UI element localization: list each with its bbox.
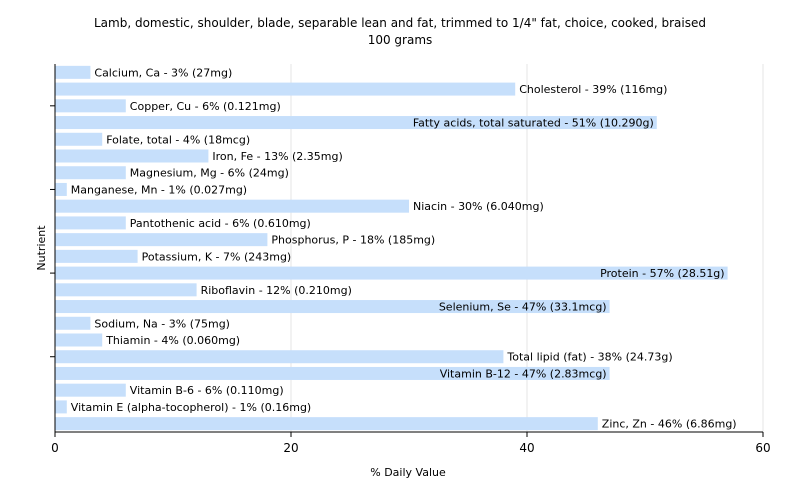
x-axis-title: % Daily Value xyxy=(370,466,446,479)
bar-16 xyxy=(55,333,103,347)
chart-subtitle: 100 grams xyxy=(368,33,433,47)
bar-1 xyxy=(55,82,516,96)
bar-label-21: Zinc, Zn - 46% (6.86mg) xyxy=(602,418,737,431)
x-tick-label-1: 20 xyxy=(283,441,298,455)
chart-title: Lamb, domestic, shoulder, blade, separab… xyxy=(94,16,706,30)
bar-label-11: Potassium, K - 7% (243mg) xyxy=(142,250,292,263)
bar-5 xyxy=(55,149,209,163)
x-tick-label-2: 40 xyxy=(519,441,534,455)
bar-label-3: Fatty acids, total saturated - 51% (10.2… xyxy=(413,117,654,130)
bar-8 xyxy=(55,199,409,213)
bar-12 xyxy=(55,266,728,280)
bar-14 xyxy=(55,300,610,314)
bar-label-12: Protein - 57% (28.51g) xyxy=(600,267,725,280)
axes xyxy=(54,64,763,433)
y-ticks xyxy=(50,105,55,358)
bar-label-6: Magnesium, Mg - 6% (24mg) xyxy=(130,167,289,180)
x-tick-label-0: 0 xyxy=(51,441,59,455)
bar-label-18: Vitamin B-12 - 47% (2.83mcg) xyxy=(440,367,607,380)
bar-label-10: Phosphorus, P - 18% (185mg) xyxy=(271,234,435,247)
bar-19 xyxy=(55,383,126,397)
x-ticks: 0 20 40 60 xyxy=(51,432,771,455)
bar-21 xyxy=(55,417,598,431)
bar-6 xyxy=(55,166,126,180)
bar-label-4: Folate, total - 4% (18mcg) xyxy=(106,133,250,146)
bar-20 xyxy=(55,400,67,414)
bar-label-5: Iron, Fe - 13% (2.35mg) xyxy=(212,150,342,163)
bar-label-17: Total lipid (fat) - 38% (24.73g) xyxy=(506,351,672,364)
bar-3 xyxy=(55,116,657,130)
bar-label-19: Vitamin B-6 - 6% (0.110mg) xyxy=(130,384,284,397)
x-tick-label-3: 60 xyxy=(755,441,770,455)
bar-label-15: Sodium, Na - 3% (75mg) xyxy=(94,317,230,330)
bar-label-14: Selenium, Se - 47% (33.1mcg) xyxy=(439,301,607,314)
y-axis-title: Nutrient xyxy=(35,225,48,271)
bar-label-9: Pantothenic acid - 6% (0.610mg) xyxy=(130,217,311,230)
bar-label-2: Copper, Cu - 6% (0.121mg) xyxy=(130,100,281,113)
bar-4 xyxy=(55,132,103,146)
bars-group xyxy=(55,65,728,431)
bar-11 xyxy=(55,249,138,263)
bar-label-0: Calcium, Ca - 3% (27mg) xyxy=(94,66,232,79)
bar-18 xyxy=(55,366,610,380)
bar-9 xyxy=(55,216,126,230)
bar-label-13: Riboflavin - 12% (0.210mg) xyxy=(201,284,352,297)
bar-label-7: Manganese, Mn - 1% (0.027mg) xyxy=(71,183,247,196)
bar-7 xyxy=(55,182,67,196)
bar-17 xyxy=(55,350,504,364)
bar-label-16: Thiamin - 4% (0.060mg) xyxy=(105,334,240,347)
bar-13 xyxy=(55,283,197,297)
bar-labels-group: Calcium, Ca - 3% (27mg) Cholesterol - 39%… xyxy=(71,66,737,430)
bar-label-20: Vitamin E (alpha-tocopherol) - 1% (0.16m… xyxy=(71,401,311,414)
bar-label-8: Niacin - 30% (6.040mg) xyxy=(413,200,544,213)
bar-2 xyxy=(55,99,126,113)
bar-15 xyxy=(55,316,91,330)
bar-0 xyxy=(55,65,91,79)
bar-label-1: Cholesterol - 39% (116mg) xyxy=(519,83,667,96)
bar-10 xyxy=(55,233,268,247)
